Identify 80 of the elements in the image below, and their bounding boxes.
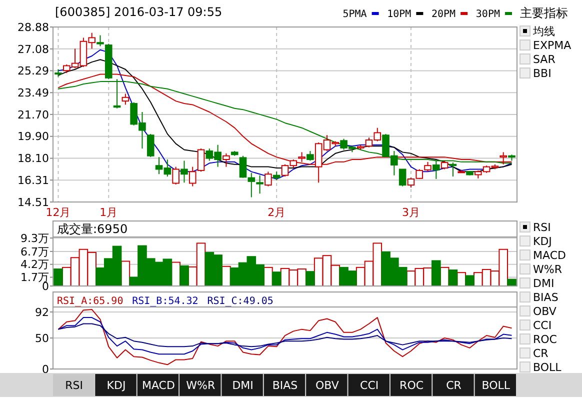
legend-label: 5PMA	[342, 9, 367, 20]
text: OBV	[533, 305, 557, 318]
candlestick	[398, 168, 406, 187]
text: W%R	[186, 379, 216, 392]
y-tick-label: 19.90	[18, 130, 49, 144]
x-tick-label: 12月	[46, 206, 71, 219]
text: CCI	[360, 379, 379, 392]
text: CCI	[533, 319, 552, 332]
legend-label: 30PM	[476, 9, 500, 20]
y-tick-label: 92	[35, 306, 49, 319]
text: SAR	[533, 53, 556, 66]
line-series	[58, 308, 512, 366]
text: 均线	[532, 25, 555, 38]
legend-label: 10PM	[387, 9, 412, 20]
candlestick	[239, 155, 247, 178]
candlestick	[122, 93, 130, 106]
text: BOLL	[533, 361, 562, 374]
y-tick-label: 14.51	[18, 196, 49, 209]
bar	[448, 270, 458, 286]
chart-title: [600385] 2016-03-17 09:55	[55, 5, 222, 19]
bar	[272, 272, 282, 286]
legend-label: 20PM	[432, 9, 456, 20]
candlestick	[96, 34, 104, 47]
y-tick-label: 21.70	[18, 108, 49, 122]
candlestick	[264, 171, 272, 187]
text: 主要指标	[520, 6, 568, 20]
text: ROC	[400, 379, 424, 392]
y-tick-label: 9.3万	[20, 232, 49, 245]
candlestick	[197, 148, 205, 172]
text: DMI	[232, 379, 254, 392]
x-tick-label: 3月	[402, 206, 420, 219]
y-tick-label: 16.31	[18, 174, 49, 187]
candlestick	[172, 166, 180, 185]
text: MACD	[533, 249, 566, 262]
candlestick	[306, 150, 314, 162]
y-tick-label: 4.2万	[20, 258, 49, 272]
text: BOLL	[482, 379, 511, 392]
text: RSI_C:49.05	[207, 296, 274, 307]
series-label: RSI_A:65.90	[57, 296, 124, 307]
y-tick-label: 23.49	[18, 86, 49, 100]
line-series	[58, 317, 512, 355]
text: RSI	[65, 379, 84, 392]
text: CR	[446, 379, 462, 392]
text: OBV	[315, 379, 340, 392]
text: KDJ	[533, 235, 552, 248]
y-tick-label: 6.7万	[20, 245, 49, 258]
candlestick	[248, 172, 256, 198]
bar	[432, 260, 441, 286]
y-tick-label: 27.08	[18, 42, 49, 56]
x-tick-label: 2月	[268, 206, 286, 219]
bar	[54, 268, 63, 286]
text: BIAS	[272, 379, 298, 392]
text: KDJ	[106, 379, 126, 392]
y-tick-label: 18.10	[18, 152, 49, 166]
text: RSI	[533, 221, 551, 234]
text: RSI_B:54.32	[132, 296, 198, 307]
text: BBI	[533, 67, 552, 80]
text: BIAS	[533, 291, 558, 304]
text: EXPMA	[533, 39, 572, 52]
text: MACD	[142, 379, 175, 392]
candlestick	[298, 152, 306, 162]
y-tick-label: 28.88	[18, 20, 49, 34]
candlestick	[146, 133, 154, 158]
x-tick-label: 1月	[100, 206, 118, 219]
text: DMI	[533, 277, 554, 290]
candlestick	[222, 152, 230, 168]
text: ROC	[533, 333, 558, 346]
bar	[306, 271, 315, 286]
candlestick	[188, 166, 196, 187]
candlestick	[256, 174, 264, 194]
bar	[180, 265, 189, 286]
line-series	[58, 323, 512, 348]
y-tick-label: 25.29	[18, 64, 49, 78]
text: CR	[533, 347, 549, 360]
y-tick-label: 50	[35, 332, 49, 345]
text: W%R	[533, 263, 562, 276]
bar	[465, 275, 474, 286]
candlestick	[180, 160, 188, 184]
y-tick-label: 0	[42, 362, 49, 376]
chart-title: 成交量:6950	[57, 222, 128, 236]
